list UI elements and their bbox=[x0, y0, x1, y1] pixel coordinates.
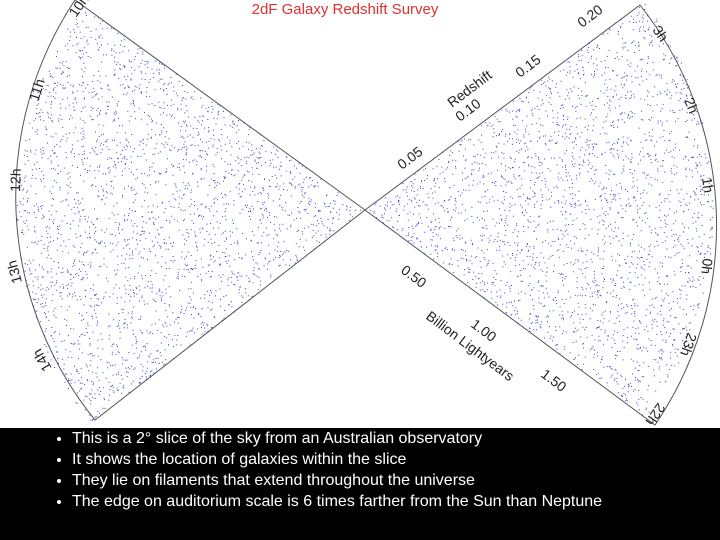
hour-label: 12h bbox=[7, 168, 24, 192]
bullet-list: This is a 2° slice of the sky from an Au… bbox=[50, 428, 602, 512]
galaxy-dots bbox=[17, 3, 714, 421]
right-wedge bbox=[364, 4, 718, 426]
hour-label: 1h bbox=[699, 176, 717, 194]
survey-figure: 2dF Galaxy Redshift Survey 10h 11h 12h 1… bbox=[0, 0, 720, 428]
hour-label: 23h bbox=[677, 331, 700, 358]
bullet: They lie on filaments that extend throug… bbox=[72, 470, 602, 491]
figure-title: 2dF Galaxy Redshift Survey bbox=[252, 1, 439, 18]
left-wedge bbox=[15, 0, 366, 421]
hour-label: 11h bbox=[26, 77, 48, 103]
hour-label: 2h bbox=[681, 95, 702, 115]
bullet: It shows the location of galaxies within… bbox=[72, 449, 602, 470]
hour-label: 3h bbox=[650, 23, 672, 45]
hour-label: 13h bbox=[3, 259, 25, 286]
bullet: This is a 2° slice of the sky from an Au… bbox=[72, 428, 602, 449]
hour-label: 0h bbox=[698, 258, 716, 275]
bullet: The edge on auditorium scale is 6 times … bbox=[72, 491, 602, 512]
